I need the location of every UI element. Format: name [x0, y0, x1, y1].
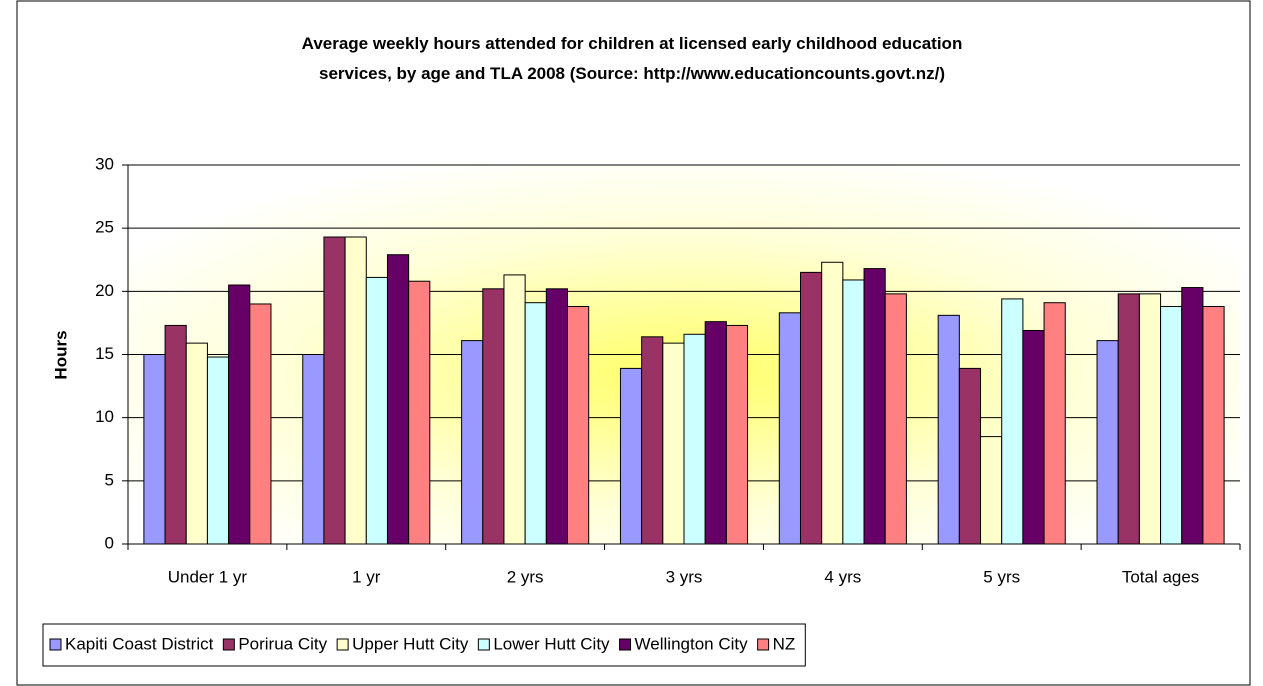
y-tick-label: 20 [95, 281, 114, 300]
chart-title: Average weekly hours attended for childr… [302, 34, 963, 83]
bar [567, 305, 590, 545]
legend-swatch [619, 638, 632, 651]
legend-label: Lower Hutt City [493, 634, 610, 653]
bar [1160, 305, 1183, 545]
bar [185, 342, 208, 545]
bar [249, 303, 272, 545]
bar [143, 354, 166, 545]
x-tick-label: Under 1 yr [168, 567, 248, 586]
y-tick-label: 25 [95, 218, 114, 237]
legend-swatch [477, 638, 490, 651]
bar [323, 236, 346, 545]
x-tick-label: 2 yrs [507, 567, 544, 586]
bar [1001, 298, 1024, 545]
legend [42, 623, 806, 667]
x-tick-label: 1 yr [352, 567, 381, 586]
legend-label: Kapiti Coast District [65, 634, 214, 653]
bar [704, 321, 727, 545]
bar [821, 261, 844, 545]
bar [503, 274, 526, 545]
bar [863, 268, 886, 545]
bar [799, 271, 823, 545]
bar [408, 280, 431, 545]
bar [683, 333, 706, 545]
bar [302, 354, 325, 545]
bar [725, 324, 749, 545]
bar [206, 356, 230, 545]
x-tick-label: Total ages [1122, 567, 1200, 586]
legend-swatch [336, 638, 349, 651]
bar [778, 312, 801, 545]
legend-label: Porirua City [238, 634, 327, 653]
bar [980, 436, 1003, 545]
bar [461, 340, 484, 545]
bar [228, 284, 251, 545]
bar [164, 324, 187, 545]
y-tick-label: 15 [95, 344, 114, 363]
legend-label: Wellington City [635, 634, 749, 653]
bar [1117, 293, 1140, 545]
bar [386, 254, 410, 545]
bar [344, 236, 367, 545]
y-axis-label: Hours [51, 330, 70, 379]
bar [1202, 305, 1225, 545]
x-tick-label: 5 yrs [983, 567, 1020, 586]
legend-swatch [757, 638, 770, 651]
legend-label: NZ [773, 634, 796, 653]
legend-swatch [222, 638, 235, 651]
bar [524, 302, 547, 545]
x-tick-label: 4 yrs [824, 567, 861, 586]
legend-label: Upper Hutt City [352, 634, 469, 653]
legend-swatch [49, 638, 62, 651]
bar [1096, 340, 1119, 545]
bar [937, 314, 960, 545]
bar [958, 367, 982, 545]
bar [365, 276, 388, 545]
x-tick-label: 3 yrs [666, 567, 703, 586]
bar [1138, 293, 1162, 545]
bar [842, 279, 865, 545]
y-tick-label: 5 [105, 470, 114, 489]
bar [1022, 329, 1045, 545]
bar [884, 293, 907, 545]
y-tick-label: 30 [95, 154, 114, 173]
y-tick-label: 0 [105, 533, 114, 552]
bar [1181, 287, 1204, 545]
bar [1043, 302, 1066, 545]
bar [619, 367, 643, 545]
bar [641, 336, 664, 545]
y-tick-label: 10 [95, 407, 114, 426]
bar [545, 288, 569, 545]
bar [482, 288, 505, 545]
bar [662, 342, 685, 545]
